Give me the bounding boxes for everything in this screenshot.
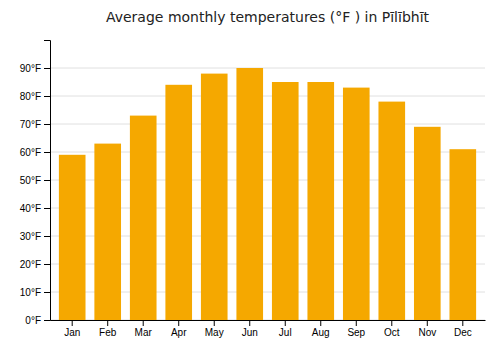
grid — [50, 68, 485, 320]
x-axis-line — [51, 320, 486, 321]
bar — [94, 144, 121, 320]
x-tick-label: Jan — [64, 327, 80, 338]
y-tick-mark — [44, 208, 50, 209]
y-tick-mark — [44, 68, 50, 69]
bar — [343, 88, 370, 320]
x-tick-label: Feb — [99, 327, 117, 338]
x-tick-mark — [143, 320, 144, 326]
x-tick: Dec — [454, 320, 472, 338]
title: Average monthly temperatures (°F ) in Pī… — [106, 9, 430, 25]
x-axis: Jan Feb Mar Apr May Jun Jul Aug Sep Oct Nov Dec — [51, 320, 486, 338]
y-tick-mark — [44, 152, 50, 153]
y-tick-label: 10°F — [20, 287, 41, 298]
bars — [59, 68, 476, 320]
y-tick-label: 0°F — [25, 315, 41, 326]
x-tick-label: Jul — [279, 327, 292, 338]
bar — [307, 82, 334, 320]
y-tick-mark — [44, 320, 50, 321]
y-tick-mark — [44, 292, 50, 293]
y-tick-mark — [44, 236, 50, 237]
chart: 0°F 10°F 20°F 30°F 40°F 50°F 60°F 70°F 80°F 90°F J… — [0, 0, 500, 350]
y-tick-label: 30°F — [20, 231, 41, 242]
x-tick-label: Sep — [347, 327, 365, 338]
x-tick: Mar — [135, 320, 153, 338]
y-tick-mark — [44, 264, 50, 265]
y-tick-label: 90°F — [20, 63, 41, 74]
y-axis-line — [44, 41, 51, 321]
y-tick: 30°F — [20, 231, 50, 242]
x-tick-label: Oct — [384, 327, 400, 338]
x-tick-mark — [178, 320, 179, 326]
x-tick: Jan — [64, 320, 80, 338]
bar — [59, 155, 86, 320]
y-tick: 20°F — [20, 259, 50, 270]
y-axis: 0°F 10°F 20°F 30°F 40°F 50°F 60°F 70°F 80°F 90°F — [20, 41, 51, 326]
y-tick-label: 40°F — [20, 203, 41, 214]
x-tick-mark — [462, 320, 463, 326]
y-tick-label: 60°F — [20, 147, 41, 158]
x-tick-label: Mar — [135, 327, 153, 338]
grid-line — [50, 68, 485, 69]
y-tick-mark — [44, 96, 50, 97]
bar — [165, 85, 192, 320]
bar — [201, 74, 228, 320]
x-tick-label: Apr — [171, 327, 187, 338]
x-tick-mark — [72, 320, 73, 326]
x-tick-label: May — [205, 327, 224, 338]
x-tick: Oct — [384, 320, 400, 338]
x-tick-mark — [356, 320, 357, 326]
x-tick: Apr — [171, 320, 187, 338]
x-tick-mark — [320, 320, 321, 326]
y-tick: 60°F — [20, 147, 50, 158]
x-tick-label: Dec — [454, 327, 472, 338]
y-tick: 80°F — [20, 91, 50, 102]
x-tick: Nov — [418, 320, 436, 338]
bar — [236, 68, 263, 320]
y-tick-label: 50°F — [20, 175, 41, 186]
x-tick: Jun — [242, 320, 258, 338]
x-tick: May — [205, 320, 224, 338]
x-tick: Feb — [99, 320, 117, 338]
y-tick: 50°F — [20, 175, 50, 186]
bar — [449, 149, 476, 320]
x-tick-label: Jun — [242, 327, 258, 338]
x-tick: Aug — [312, 320, 330, 338]
y-tick-mark — [44, 124, 50, 125]
y-tick: 70°F — [20, 119, 50, 130]
plot: 0°F 10°F 20°F 30°F 40°F 50°F 60°F 70°F 80°F 90°F J… — [20, 41, 486, 339]
y-tick: 40°F — [20, 203, 50, 214]
y-tick-label: 20°F — [20, 259, 41, 270]
y-tick: 10°F — [20, 287, 50, 298]
x-tick-label: Aug — [312, 327, 330, 338]
y-tick: 0°F — [25, 315, 50, 326]
x-tick-mark — [285, 320, 286, 326]
y-tick-mark — [44, 180, 50, 181]
grid-line — [50, 96, 485, 97]
x-tick-mark — [391, 320, 392, 326]
bar — [414, 127, 441, 320]
bar — [378, 102, 405, 320]
bar — [130, 116, 157, 320]
x-tick: Jul — [279, 320, 292, 338]
x-tick-label: Nov — [418, 327, 436, 338]
x-tick-mark — [214, 320, 215, 326]
x-tick-mark — [249, 320, 250, 326]
bar — [272, 82, 299, 320]
x-tick-mark — [427, 320, 428, 326]
y-tick: 90°F — [20, 63, 50, 74]
x-tick-mark — [107, 320, 108, 326]
y-tick-label: 70°F — [20, 119, 41, 130]
grid-line — [50, 124, 485, 125]
y-tick-label: 80°F — [20, 91, 41, 102]
x-tick: Sep — [347, 320, 365, 338]
